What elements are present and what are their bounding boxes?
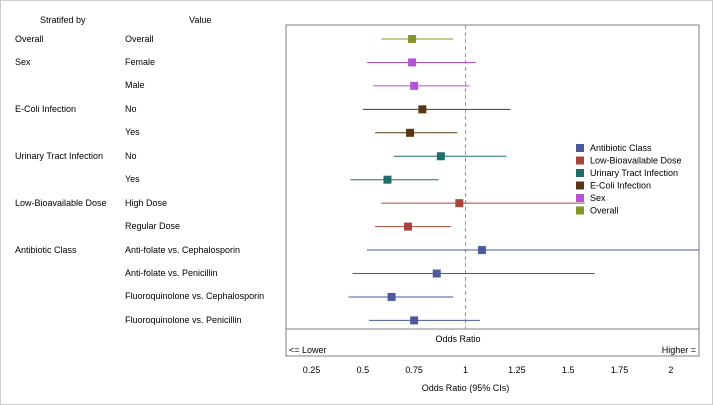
or-marker	[410, 81, 419, 90]
x-tick-label: 0.75	[405, 365, 423, 375]
x-axis-title: Odds Ratio (95% CIs)	[422, 383, 510, 393]
or-marker	[455, 199, 464, 208]
row-value-label: Female	[125, 56, 156, 67]
or-marker	[410, 316, 419, 325]
legend-swatch	[576, 156, 584, 165]
legend-swatch	[576, 181, 584, 190]
or-marker	[387, 292, 396, 301]
row-group-label: Sex	[15, 56, 31, 67]
row-value-label: Anti-folate vs. Cephalosporin	[125, 244, 241, 255]
row-value-label: Anti-folate vs. Penicillin	[125, 268, 218, 278]
x-tick-label: 0.5	[357, 365, 370, 375]
row-value-label: Overall	[125, 33, 154, 44]
x-tick-label: 1.5	[562, 365, 575, 375]
plot-frame	[285, 24, 700, 357]
legend-swatch	[576, 206, 584, 215]
row-value-label: Male	[125, 80, 145, 91]
legend-swatch	[576, 169, 584, 177]
or-marker	[432, 269, 441, 278]
value-header: Value	[189, 15, 212, 25]
higher-label: Higher =	[662, 345, 696, 355]
row-group-label: Antibiotic Class	[15, 244, 77, 255]
row-group-label: Urinary Tract Infection	[15, 150, 104, 161]
row-value-label: Regular Dose	[125, 221, 181, 232]
x-tick-label: 2	[668, 365, 673, 375]
row-value-label: No	[125, 150, 137, 161]
lower-label: <= Lower	[289, 345, 327, 355]
x-tick-label: 1.75	[611, 365, 629, 375]
row-value-label: Fluoroquinolone vs. Penicillin	[125, 314, 242, 325]
legend-swatch	[576, 194, 584, 202]
or-marker	[404, 222, 413, 231]
legend-label: Antibiotic Class	[590, 143, 652, 153]
row-value-label: No	[125, 103, 137, 114]
or-marker	[383, 175, 392, 184]
or-marker	[406, 128, 415, 137]
legend-label: Sex	[590, 193, 606, 203]
legend-label: E-Coli Infection	[590, 181, 651, 191]
row-group-label: Overall	[15, 33, 44, 44]
reference-label: Odds Ratio	[436, 334, 481, 344]
legend-label: Overall	[590, 206, 619, 216]
or-marker	[477, 246, 486, 255]
row-group-label: Low-Bioavailable Dose	[15, 197, 107, 208]
row-value-label: Yes	[125, 127, 140, 138]
x-tick-label: 1	[463, 365, 468, 375]
legend-label: Low-Bioavailable Dose	[590, 156, 682, 166]
legend-swatch	[576, 144, 584, 152]
or-marker	[408, 58, 417, 67]
row-value-label: Fluoroquinolone vs. Cephalosporin	[125, 291, 265, 302]
x-tick-label: 1.25	[508, 365, 526, 375]
or-marker	[408, 35, 417, 43]
legend-label: Urinary Tract Infection	[590, 168, 678, 178]
stratified-by-header: Stratifed by	[40, 15, 86, 25]
row-value-label: Yes	[125, 174, 140, 185]
x-tick-label: 0.25	[303, 365, 321, 375]
or-marker	[436, 152, 445, 161]
row-group-label: E-Coli Infection	[15, 103, 77, 114]
or-marker	[418, 105, 427, 114]
row-value-label: High Dose	[125, 197, 168, 208]
